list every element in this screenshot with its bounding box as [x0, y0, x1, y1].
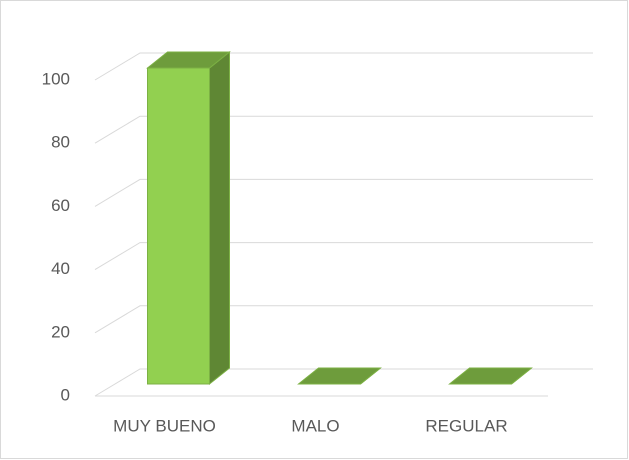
- y-tick-label: 20: [51, 322, 70, 341]
- bar-top: [448, 367, 533, 385]
- grid-line: [94, 305, 593, 334]
- bar-top: [297, 367, 382, 385]
- y-tick-label: 40: [51, 259, 70, 278]
- bar: [448, 367, 533, 385]
- grid-line: [94, 52, 593, 81]
- bar: [297, 367, 382, 385]
- bar-front: [147, 67, 210, 385]
- y-tick-label: 100: [42, 69, 70, 88]
- grid-line: [94, 242, 593, 271]
- bar-top: [146, 51, 231, 69]
- bar: [146, 50, 231, 386]
- y-tick-label: 60: [51, 196, 70, 215]
- y-tick-label: 80: [51, 133, 70, 152]
- x-tick-label: MUY BUENO: [113, 416, 216, 435]
- x-tick-label: REGULAR: [425, 416, 507, 435]
- grid-line: [94, 178, 593, 207]
- y-tick-label: 0: [61, 385, 70, 404]
- grid-line: [94, 368, 593, 397]
- bar-side: [209, 50, 230, 386]
- grid-line: [94, 115, 593, 144]
- x-tick-label: MALO: [291, 416, 339, 435]
